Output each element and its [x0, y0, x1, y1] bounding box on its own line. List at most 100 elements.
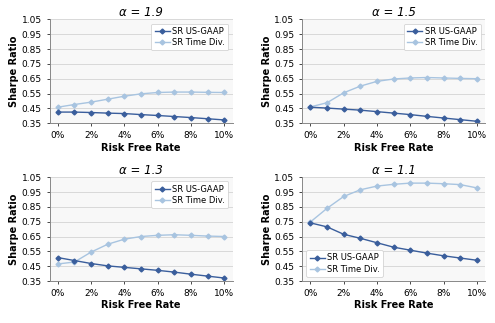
SR Time Div. — [407, 181, 413, 185]
SR US-GAAP — [424, 114, 430, 118]
SR US-GAAP — [188, 272, 194, 276]
SR Time Div. — [324, 101, 330, 105]
Legend: SR US-GAAP, SR Time Div.: SR US-GAAP, SR Time Div. — [151, 24, 228, 50]
SR US-GAAP — [474, 258, 480, 262]
SR US-GAAP — [424, 251, 430, 255]
SR Time Div. — [407, 76, 413, 80]
SR US-GAAP — [374, 241, 380, 245]
SR US-GAAP — [171, 115, 177, 119]
Y-axis label: Sharpe Ratio: Sharpe Ratio — [9, 36, 19, 107]
SR US-GAAP — [357, 236, 363, 240]
SR US-GAAP — [71, 110, 77, 114]
X-axis label: Risk Free Rate: Risk Free Rate — [101, 143, 181, 153]
SR US-GAAP — [204, 274, 210, 278]
SR US-GAAP — [341, 232, 346, 236]
SR US-GAAP — [71, 259, 77, 263]
SR Time Div. — [171, 233, 177, 237]
Legend: SR US-GAAP, SR Time Div.: SR US-GAAP, SR Time Div. — [306, 250, 383, 277]
SR Time Div. — [441, 182, 446, 186]
SR US-GAAP — [204, 117, 210, 121]
SR US-GAAP — [221, 118, 227, 122]
SR US-GAAP — [221, 276, 227, 280]
SR US-GAAP — [457, 256, 463, 260]
SR US-GAAP — [474, 119, 480, 123]
SR US-GAAP — [121, 266, 127, 269]
SR US-GAAP — [171, 270, 177, 274]
Line: SR Time Div.: SR Time Div. — [309, 76, 479, 109]
SR Time Div. — [441, 76, 446, 80]
Line: SR US-GAAP: SR US-GAAP — [56, 110, 226, 122]
SR Time Div. — [341, 91, 346, 95]
Y-axis label: Sharpe Ratio: Sharpe Ratio — [261, 36, 272, 107]
SR Time Div. — [221, 234, 227, 238]
SR Time Div. — [121, 94, 127, 98]
Line: SR Time Div.: SR Time Div. — [309, 182, 479, 224]
SR US-GAAP — [55, 255, 61, 259]
SR US-GAAP — [138, 267, 144, 271]
SR Time Div. — [221, 90, 227, 94]
X-axis label: Risk Free Rate: Risk Free Rate — [354, 143, 433, 153]
SR Time Div. — [307, 220, 313, 224]
SR US-GAAP — [138, 113, 144, 117]
Line: SR US-GAAP: SR US-GAAP — [309, 221, 479, 262]
SR Time Div. — [474, 186, 480, 190]
SR Time Div. — [457, 183, 463, 187]
SR Time Div. — [55, 262, 61, 266]
SR US-GAAP — [324, 106, 330, 110]
SR Time Div. — [391, 77, 396, 81]
X-axis label: Risk Free Rate: Risk Free Rate — [101, 300, 181, 310]
SR Time Div. — [424, 76, 430, 79]
SR US-GAAP — [391, 111, 396, 115]
Title: α = 1.3: α = 1.3 — [119, 164, 163, 177]
SR Time Div. — [341, 194, 346, 198]
SR Time Div. — [55, 105, 61, 109]
SR Time Div. — [204, 234, 210, 238]
Title: α = 1.9: α = 1.9 — [119, 6, 163, 19]
SR Time Div. — [154, 234, 160, 237]
SR Time Div. — [88, 100, 94, 104]
SR US-GAAP — [88, 110, 94, 114]
SR Time Div. — [138, 234, 144, 238]
Title: α = 1.1: α = 1.1 — [372, 164, 415, 177]
SR US-GAAP — [341, 107, 346, 111]
SR Time Div. — [88, 250, 94, 254]
Line: SR Time Div.: SR Time Div. — [56, 233, 226, 266]
SR US-GAAP — [407, 248, 413, 252]
SR Time Div. — [138, 92, 144, 96]
Line: SR US-GAAP: SR US-GAAP — [56, 256, 226, 280]
SR US-GAAP — [407, 113, 413, 117]
SR US-GAAP — [154, 114, 160, 118]
SR Time Div. — [105, 97, 111, 101]
SR US-GAAP — [441, 254, 446, 258]
Legend: SR US-GAAP, SR Time Div.: SR US-GAAP, SR Time Div. — [404, 24, 481, 50]
SR Time Div. — [391, 182, 396, 186]
SR Time Div. — [357, 188, 363, 192]
SR Time Div. — [188, 90, 194, 94]
SR Time Div. — [357, 84, 363, 88]
Y-axis label: Sharpe Ratio: Sharpe Ratio — [261, 193, 272, 265]
SR US-GAAP — [121, 112, 127, 116]
SR Time Div. — [424, 181, 430, 185]
SR US-GAAP — [188, 116, 194, 120]
SR Time Div. — [374, 184, 380, 188]
Line: SR US-GAAP: SR US-GAAP — [309, 105, 479, 123]
X-axis label: Risk Free Rate: Risk Free Rate — [354, 300, 433, 310]
SR US-GAAP — [391, 245, 396, 249]
SR Time Div. — [121, 237, 127, 241]
SR US-GAAP — [307, 221, 313, 225]
Legend: SR US-GAAP, SR Time Div.: SR US-GAAP, SR Time Div. — [151, 181, 228, 208]
SR US-GAAP — [105, 111, 111, 115]
Title: α = 1.5: α = 1.5 — [372, 6, 415, 19]
SR US-GAAP — [55, 110, 61, 114]
SR Time Div. — [324, 206, 330, 210]
SR US-GAAP — [324, 225, 330, 229]
SR Time Div. — [71, 260, 77, 264]
SR Time Div. — [374, 79, 380, 83]
SR Time Div. — [105, 242, 111, 246]
SR Time Div. — [171, 90, 177, 94]
Line: SR Time Div.: SR Time Div. — [56, 90, 226, 109]
SR Time Div. — [204, 90, 210, 94]
Y-axis label: Sharpe Ratio: Sharpe Ratio — [9, 193, 19, 265]
SR US-GAAP — [374, 110, 380, 114]
SR Time Div. — [307, 105, 313, 109]
